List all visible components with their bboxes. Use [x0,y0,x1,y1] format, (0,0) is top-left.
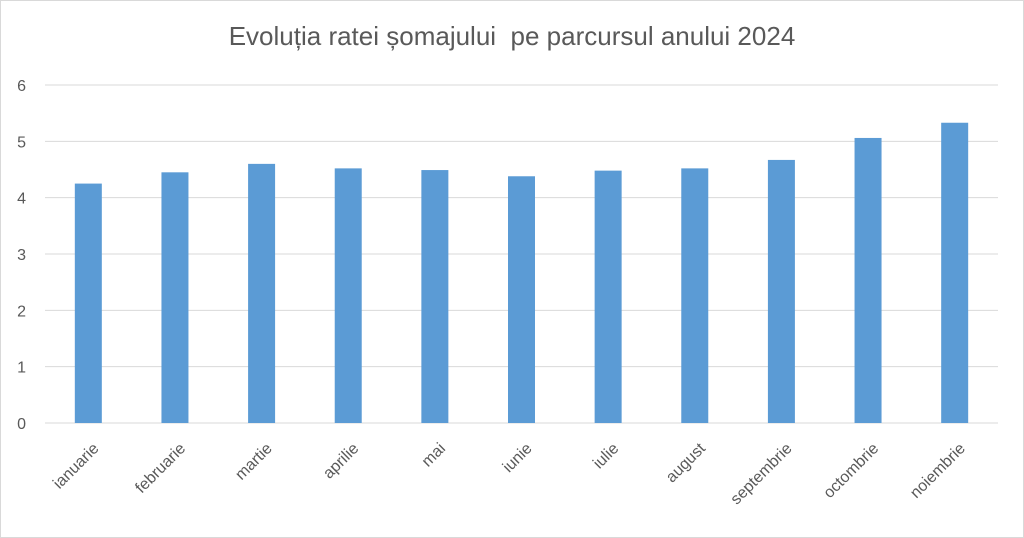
bar-februarie [161,172,189,423]
bar-aprilie [334,168,362,423]
bar-august [681,168,709,423]
x-tick-label-august: august [663,440,709,486]
bar-ianuarie [74,183,102,423]
y-tick-label: 2 [17,303,26,320]
x-tick-label-martie: martie [232,440,276,484]
y-tick-label: 5 [17,134,26,151]
x-tick-label-februarie: februarie [132,440,189,497]
x-tick-label-aprilie: aprilie [320,440,362,482]
chart-title: Evoluția ratei șomajului pe parcursul an… [228,21,796,51]
y-tick-label: 4 [17,191,26,208]
bar-martie [248,163,276,423]
bars [74,122,969,423]
bar-iunie [508,176,535,423]
x-axis-tick-labels: ianuarie februarie martie aprilie mai iunie iu… [50,440,969,508]
x-tick-label-mai: mai [419,440,449,470]
x-tick-label-octombrie: octombrie [821,440,883,502]
bar-octombrie [854,137,882,423]
y-tick-label: 0 [17,416,26,433]
bar-septembrie [767,159,795,423]
x-tick-label-iulie: iulie [590,440,622,472]
x-tick-label-iunie: iunie [500,440,536,476]
y-tick-label: 1 [17,360,26,377]
x-tick-label-septembrie: septembrie [728,440,796,508]
bar-iulie [594,170,622,423]
x-tick-label-noiembrie: noiembrie [907,440,969,502]
y-tick-label: 3 [17,247,26,264]
y-tick-label: 6 [17,78,26,95]
x-tick-label-ianuarie: ianuarie [50,440,102,492]
bar-noiembrie [941,122,969,423]
bar-mai [421,170,449,423]
y-axis-tick-labels: 0 1 2 3 4 5 6 [17,78,26,433]
